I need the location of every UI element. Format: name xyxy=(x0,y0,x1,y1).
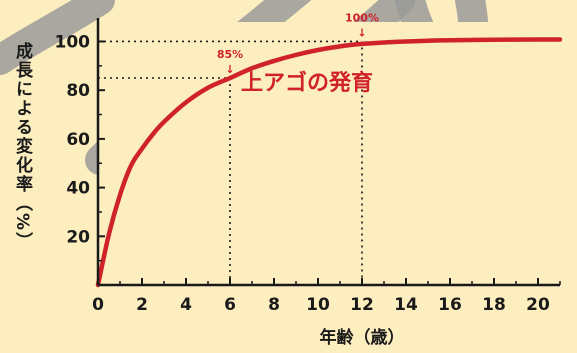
guide-lines xyxy=(98,40,363,285)
x-tick-label: 12 xyxy=(350,295,374,315)
x-tick-label: 10 xyxy=(306,295,330,315)
y-tick-label: 20 xyxy=(66,227,90,247)
series-layer xyxy=(95,37,563,288)
x-axis-title: 年齢（歳） xyxy=(320,327,405,348)
x-tick-label: 4 xyxy=(180,295,192,315)
x-tick-label: 8 xyxy=(268,295,280,315)
x-tick-label: 0 xyxy=(92,295,104,315)
y-tick-label: 40 xyxy=(66,179,90,199)
x-tick-label: 16 xyxy=(438,295,462,315)
y-tick-label: 60 xyxy=(66,130,90,150)
annotation-label-1: 100% xyxy=(345,11,379,24)
annotations-layer: 85% ↓ 100% ↓ xyxy=(217,11,379,76)
x-tick-label: 18 xyxy=(482,295,506,315)
x-tick-label: 6 xyxy=(224,295,236,315)
y-tick-label: 80 xyxy=(66,81,90,101)
y-tick-label: 100 xyxy=(55,32,91,52)
annotation-arrow-0: ↓ xyxy=(225,63,234,76)
annotation-label-0: 85% xyxy=(217,48,243,61)
series-line-0 xyxy=(95,37,563,288)
series-label: 上アゴの発育 xyxy=(241,70,373,96)
x-tick-label: 2 xyxy=(136,295,148,315)
plot-area xyxy=(98,22,560,285)
axes: 0 2 4 6 8 10 12 14 16 18 20 20 40 60 80 100 xyxy=(55,18,561,315)
watermark-stroke-0 xyxy=(0,0,115,75)
x-tick-label: 14 xyxy=(394,295,418,315)
annotation-arrow-1: ↓ xyxy=(357,26,366,39)
y-axis-title: 成長による変化率（%） xyxy=(12,41,33,251)
x-tick-label: 20 xyxy=(526,295,550,315)
